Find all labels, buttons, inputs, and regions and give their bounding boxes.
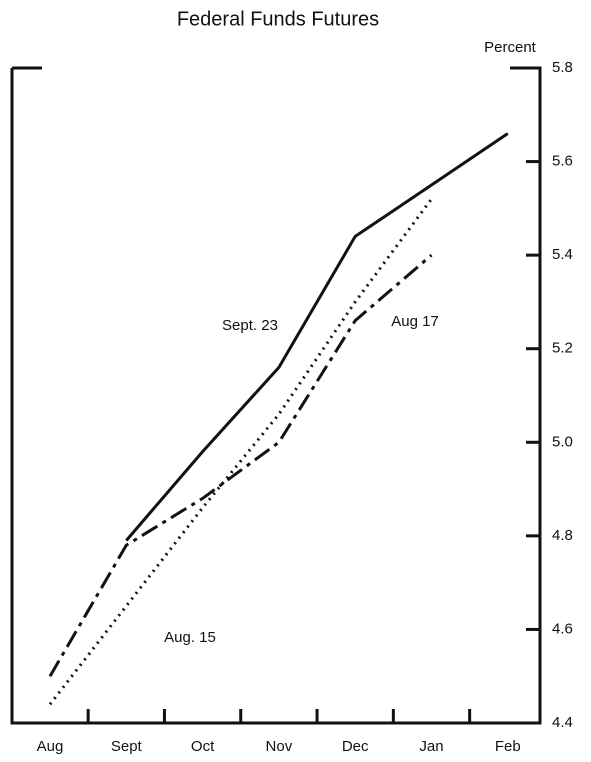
series-label: Sept. 23 [222,317,278,334]
y-tick-label: 5.6 [552,153,573,170]
y-tick-label: 4.8 [552,527,573,544]
chart-title: Federal Funds Futures [177,8,379,30]
series-line [125,132,509,542]
y-tick-label: 5.8 [552,59,573,76]
y-tick-label: 5.4 [552,246,573,263]
x-tick-label: Sept [111,738,143,755]
x-tick-label: Dec [342,738,369,755]
x-tick-label: Jan [419,738,443,755]
y-tick-label: 4.4 [552,714,573,731]
series-label: Aug 17 [391,313,439,330]
y-tick-label: 4.6 [552,620,573,637]
y-tick-label: 5.0 [552,433,573,450]
x-tick-label: Oct [191,738,215,755]
series-label: Aug. 15 [164,629,216,646]
series-line [48,198,433,706]
x-tick-label: Aug [37,738,64,755]
y-tick-label: 5.2 [552,340,573,357]
x-tick-label: Feb [495,738,521,755]
x-tick-label: Nov [266,738,293,755]
y-axis-label: Percent [484,39,537,56]
series-line [48,253,433,677]
